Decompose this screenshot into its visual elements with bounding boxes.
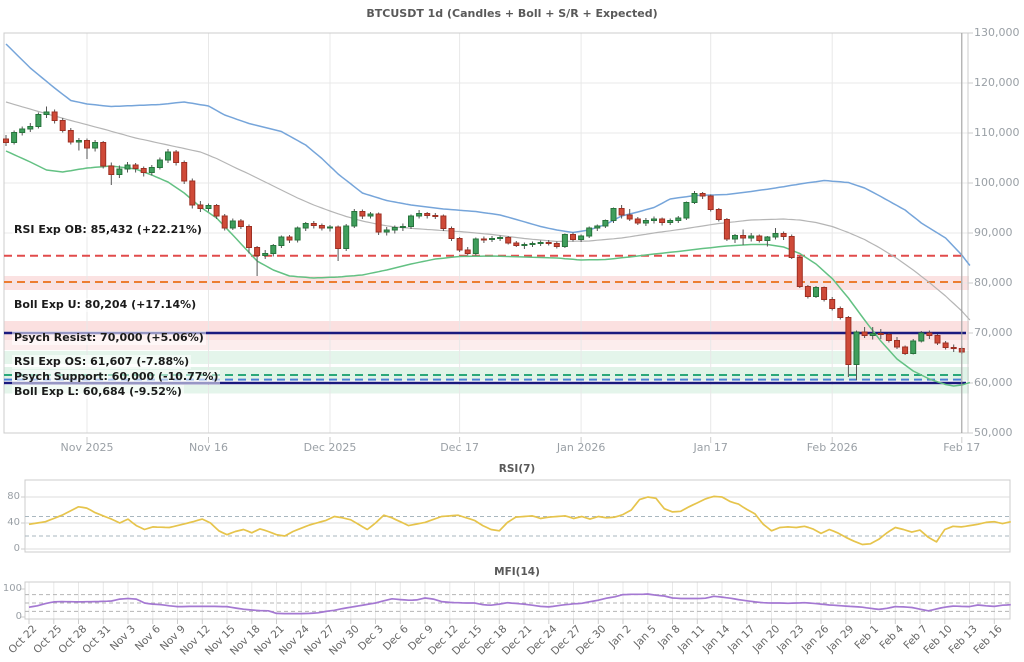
price-tick-label: 130,000 [974, 26, 1020, 39]
main-date-tick-label: Jan 17 [693, 441, 728, 454]
price-tick-label: 60,000 [974, 376, 1013, 389]
main-date-tick-label: Nov 2025 [60, 441, 114, 454]
level-label-rsi-exp-os: RSI Exp OS: 61,607 (-7.88%) [12, 355, 192, 369]
price-tick-label: 120,000 [974, 76, 1020, 89]
main-date-tick-label: Dec 17 [440, 441, 479, 454]
price-tick-label: 70,000 [974, 326, 1013, 339]
level-label-psych-support: Psych Support: 60,000 (-10.77%) [12, 370, 221, 384]
main-date-tick-label: Nov 16 [189, 441, 228, 454]
level-label-boll-exp-l: Boll Exp L: 60,684 (-9.52%) [12, 385, 184, 399]
main-date-tick-label: Feb 2026 [806, 441, 858, 454]
price-tick-label: 100,000 [974, 176, 1020, 189]
level-label-rsi-exp-ob: RSI Exp OB: 85,432 (+22.21%) [12, 223, 204, 237]
price-tick-label: 110,000 [974, 126, 1020, 139]
main-date-tick-label: Feb 17 [943, 441, 981, 454]
main-date-tick-label: Jan 2026 [556, 441, 606, 454]
level-label-boll-exp-u: Boll Exp U: 80,204 (+17.14%) [12, 298, 199, 312]
rsi-tick-label: 40 [7, 517, 20, 528]
mfi-tick-label: 100 [2, 583, 22, 594]
price-tick-label: 50,000 [974, 426, 1013, 439]
rsi-panel-title: RSI(7) [498, 463, 536, 475]
level-label-psych-resist: Psych Resist: 70,000 (+5.06%) [12, 331, 206, 345]
mfi-tick-label: 0 [15, 611, 22, 622]
mfi-panel-title: MFI(14) [494, 566, 540, 578]
price-tick-label: 90,000 [974, 226, 1013, 239]
chart-title: BTCUSDT 1d (Candles + Boll + S/R + Expec… [366, 7, 658, 20]
rsi-tick-label: 80 [7, 491, 20, 502]
price-tick-label: 80,000 [974, 276, 1013, 289]
rsi-tick-label: 0 [13, 543, 20, 554]
main-date-tick-label: Dec 2025 [303, 441, 357, 454]
